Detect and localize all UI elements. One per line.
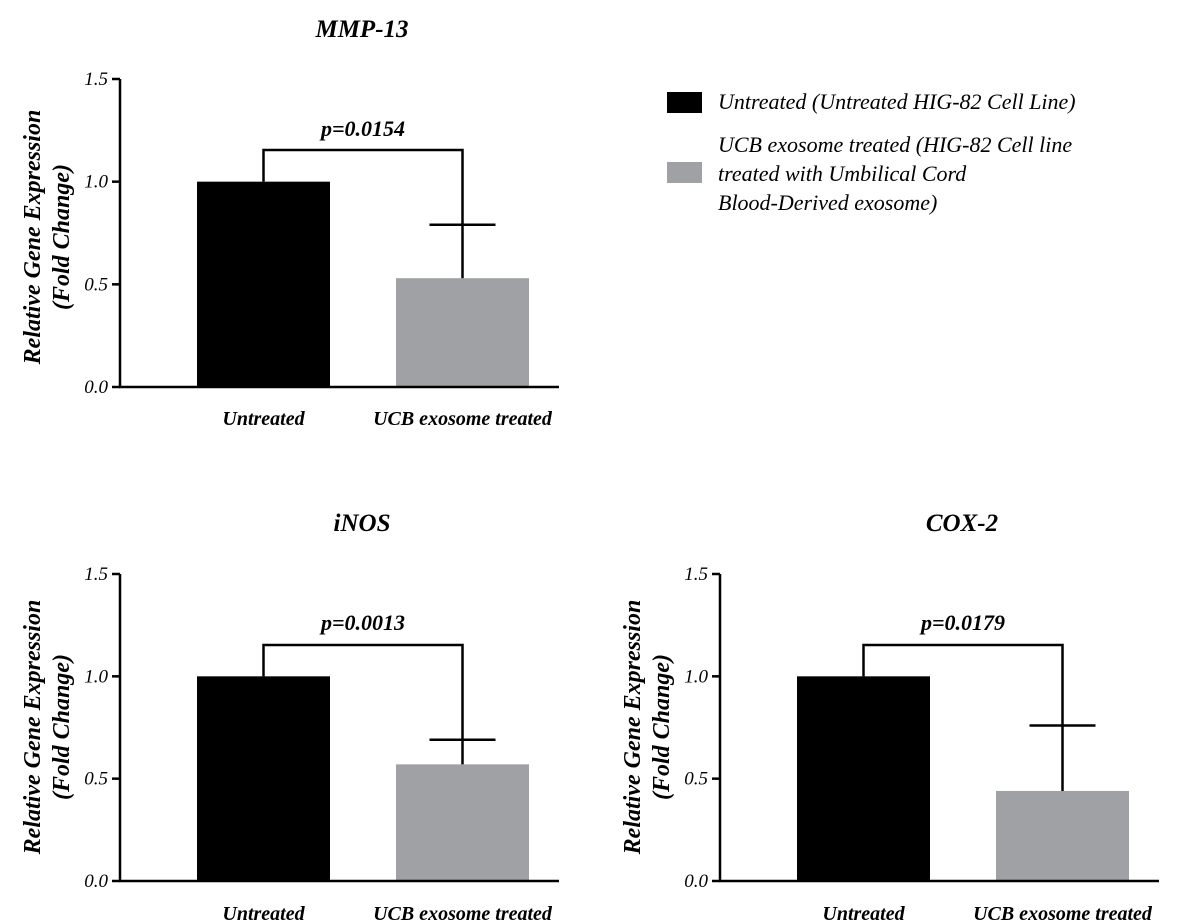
p-value-label: p=0.0154: [319, 116, 405, 141]
legend-label: UCB exosome treated (HIG-82 Cell line tre…: [718, 132, 1072, 215]
p-value-label: p=0.0013: [319, 610, 405, 635]
bar-untreated: [197, 676, 330, 881]
p-value-label: p=0.0179: [919, 610, 1005, 635]
x-category-label: UCB exosome treated: [973, 903, 1153, 922]
chart-title: iNOS: [334, 510, 391, 537]
legend-swatch: [667, 162, 702, 183]
x-category-label: Untreated: [222, 408, 305, 430]
y-axis-label: Relative Gene Expression (Fold Change): [20, 110, 75, 366]
x-category-label: Untreated: [222, 903, 305, 922]
y-axis-label: Relative Gene Expression (Fold Change): [620, 600, 675, 856]
y-tick-label: 1.5: [84, 564, 108, 585]
y-tick-label: 0.5: [684, 769, 708, 790]
bar-ucb-exosome-treated: [396, 278, 529, 387]
significance-bracket: [262, 643, 464, 740]
y-tick-label: 1.0: [84, 666, 108, 687]
y-tick-label: 0.0: [684, 871, 708, 892]
legend-entry-1: Untreated (Untreated HIG-82 Cell Line): [667, 89, 1076, 114]
bar-untreated: [797, 676, 930, 881]
chart-panel-inos: iNOS Relative Gene Expression (Fold Change…: [20, 510, 559, 922]
bar-ucb-exosome-treated: [996, 790, 1129, 881]
significance-bracket: [262, 148, 464, 225]
legend-entry-2: UCB exosome treated (HIG-82 Cell line tre…: [667, 132, 1072, 215]
chart-title: COX-2: [926, 510, 998, 537]
y-tick-label: 1.0: [684, 666, 708, 687]
legend-swatch: [667, 92, 702, 113]
legend-label: Untreated (Untreated HIG-82 Cell Line): [718, 89, 1076, 114]
y-tick-label: 1.5: [84, 69, 108, 90]
legend: Untreated (Untreated HIG-82 Cell Line) UC…: [667, 89, 1076, 215]
y-tick-label: 0.5: [84, 769, 108, 790]
y-tick-label: 0.0: [84, 871, 108, 892]
chart-title: MMP-13: [314, 16, 408, 43]
x-category-label: UCB exosome treated: [373, 408, 553, 430]
significance-bracket: [862, 643, 1064, 726]
bar-untreated: [197, 181, 330, 387]
x-category-label: UCB exosome treated: [373, 903, 553, 922]
y-tick-label: 0.5: [84, 274, 108, 295]
chart-panel-mmp-13: MMP-13 Relative Gene Expression (Fold Chan…: [20, 16, 559, 430]
y-tick-label: 1.5: [684, 564, 708, 585]
y-tick-label: 0.0: [84, 377, 108, 398]
x-category-label: Untreated: [822, 903, 905, 922]
y-tick-label: 1.0: [84, 172, 108, 193]
chart-panel-cox-2: COX-2 Relative Gene Expression (Fold Chang…: [620, 510, 1159, 922]
bar-ucb-exosome-treated: [396, 764, 529, 881]
y-axis-label: Relative Gene Expression (Fold Change): [20, 600, 75, 856]
